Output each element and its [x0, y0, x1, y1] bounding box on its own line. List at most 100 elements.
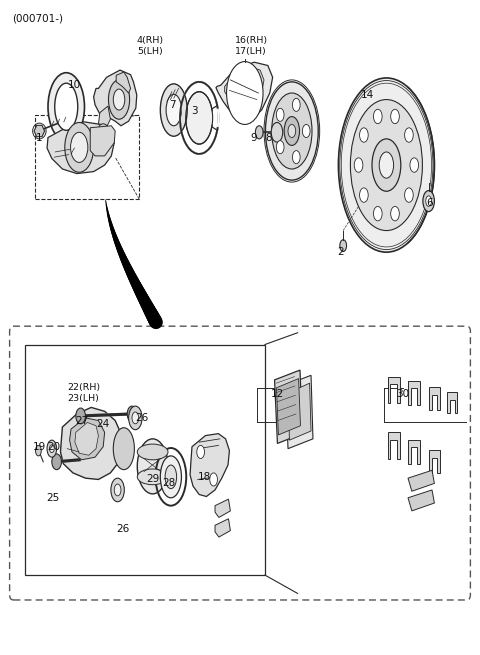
- Text: 12: 12: [271, 389, 284, 400]
- Ellipse shape: [426, 196, 432, 206]
- Ellipse shape: [292, 98, 300, 111]
- Text: 8: 8: [265, 132, 272, 143]
- Ellipse shape: [360, 188, 368, 202]
- Polygon shape: [276, 379, 300, 435]
- Text: 25: 25: [46, 493, 60, 503]
- Polygon shape: [286, 375, 313, 449]
- Polygon shape: [70, 418, 105, 460]
- Text: 19: 19: [33, 441, 46, 452]
- Ellipse shape: [210, 473, 217, 486]
- Polygon shape: [408, 470, 434, 491]
- Polygon shape: [47, 122, 114, 174]
- Ellipse shape: [284, 117, 300, 145]
- Polygon shape: [215, 519, 230, 537]
- Polygon shape: [225, 67, 264, 113]
- Ellipse shape: [423, 191, 434, 212]
- Ellipse shape: [114, 484, 121, 496]
- Ellipse shape: [391, 109, 399, 124]
- Ellipse shape: [373, 109, 382, 124]
- Polygon shape: [190, 434, 229, 496]
- Ellipse shape: [137, 444, 168, 460]
- Ellipse shape: [272, 93, 312, 169]
- Text: 16(RH)
17(LH): 16(RH) 17(LH): [235, 36, 268, 56]
- Ellipse shape: [137, 439, 168, 494]
- Text: 6: 6: [426, 198, 433, 208]
- Polygon shape: [429, 386, 440, 410]
- Polygon shape: [408, 381, 420, 405]
- Polygon shape: [94, 70, 137, 126]
- Ellipse shape: [98, 124, 108, 134]
- Ellipse shape: [255, 126, 263, 139]
- Polygon shape: [408, 490, 434, 511]
- Ellipse shape: [71, 132, 88, 162]
- Ellipse shape: [186, 92, 213, 144]
- Ellipse shape: [276, 108, 284, 121]
- Text: 30: 30: [396, 389, 410, 400]
- Text: 20: 20: [47, 441, 60, 452]
- Ellipse shape: [127, 406, 137, 422]
- Ellipse shape: [129, 406, 142, 430]
- Polygon shape: [275, 370, 302, 443]
- Text: 22(RH)
23(LH): 22(RH) 23(LH): [67, 383, 100, 403]
- Text: 18: 18: [197, 472, 211, 482]
- Text: (000701-): (000701-): [12, 13, 63, 23]
- Ellipse shape: [379, 152, 394, 178]
- Ellipse shape: [405, 128, 413, 142]
- Polygon shape: [98, 106, 110, 131]
- Ellipse shape: [48, 73, 84, 141]
- Ellipse shape: [160, 84, 187, 136]
- Polygon shape: [388, 432, 399, 458]
- Text: 3: 3: [191, 106, 198, 117]
- Ellipse shape: [288, 124, 296, 138]
- Ellipse shape: [113, 89, 125, 110]
- Text: 14: 14: [360, 90, 374, 100]
- Ellipse shape: [360, 128, 368, 142]
- Ellipse shape: [372, 139, 401, 191]
- Text: 4(RH)
5(LH): 4(RH) 5(LH): [137, 36, 164, 56]
- Ellipse shape: [350, 100, 422, 231]
- Polygon shape: [90, 126, 115, 156]
- Ellipse shape: [132, 412, 139, 424]
- Ellipse shape: [65, 122, 94, 172]
- Text: 10: 10: [68, 80, 81, 90]
- Polygon shape: [116, 72, 131, 93]
- Polygon shape: [60, 407, 122, 479]
- Text: 24: 24: [96, 419, 110, 429]
- Text: 7: 7: [169, 100, 176, 110]
- Text: 28: 28: [162, 478, 176, 489]
- Ellipse shape: [108, 80, 130, 119]
- Ellipse shape: [55, 83, 78, 130]
- Text: 26: 26: [135, 413, 148, 423]
- Ellipse shape: [271, 122, 283, 142]
- Ellipse shape: [113, 428, 134, 470]
- Ellipse shape: [354, 158, 363, 172]
- Polygon shape: [447, 392, 457, 413]
- Ellipse shape: [373, 206, 382, 221]
- Ellipse shape: [49, 445, 54, 453]
- Ellipse shape: [165, 465, 177, 489]
- Text: 26: 26: [116, 524, 129, 534]
- Polygon shape: [408, 440, 420, 464]
- Polygon shape: [216, 62, 273, 121]
- Polygon shape: [34, 125, 45, 137]
- Ellipse shape: [36, 445, 41, 456]
- Ellipse shape: [338, 78, 434, 252]
- Ellipse shape: [166, 94, 181, 126]
- Ellipse shape: [276, 141, 284, 154]
- Ellipse shape: [410, 158, 419, 172]
- Ellipse shape: [227, 62, 263, 124]
- Ellipse shape: [47, 440, 57, 457]
- Text: 9: 9: [250, 132, 257, 143]
- Ellipse shape: [391, 206, 399, 221]
- Polygon shape: [388, 377, 399, 403]
- Ellipse shape: [265, 82, 318, 180]
- Ellipse shape: [302, 124, 310, 138]
- Polygon shape: [288, 383, 311, 440]
- Ellipse shape: [137, 469, 168, 485]
- Ellipse shape: [340, 240, 347, 252]
- Ellipse shape: [292, 151, 300, 164]
- Ellipse shape: [52, 454, 61, 470]
- Ellipse shape: [405, 188, 413, 202]
- Polygon shape: [429, 451, 440, 473]
- Text: 29: 29: [146, 474, 159, 485]
